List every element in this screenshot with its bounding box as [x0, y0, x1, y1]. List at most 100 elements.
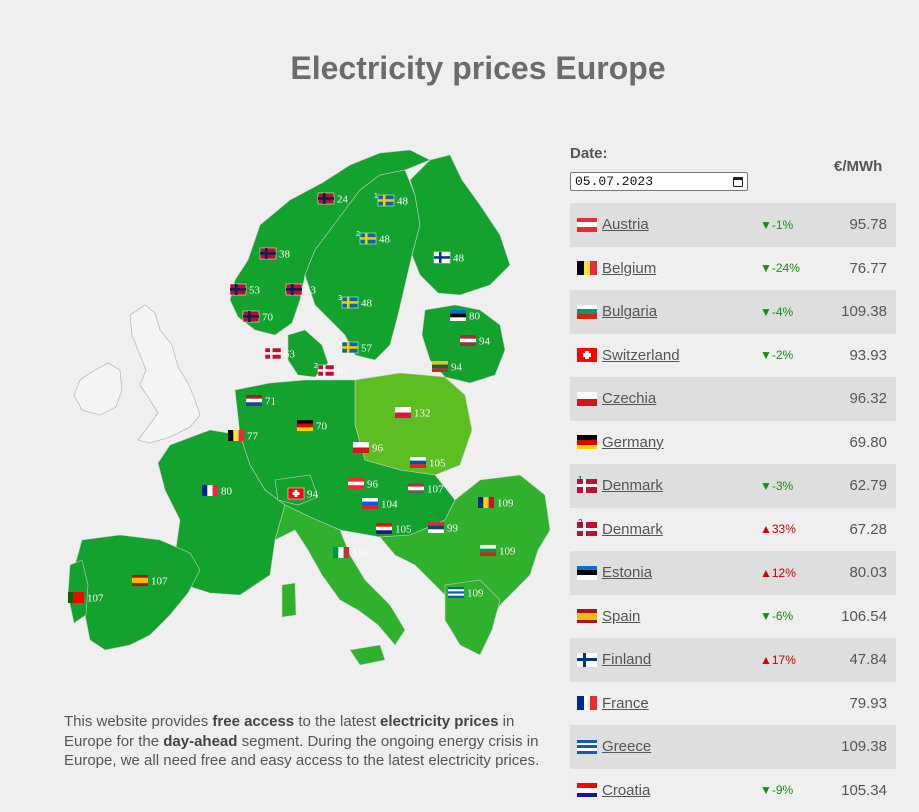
spain-flag-icon: [132, 583, 148, 586]
calendar-icon[interactable]: [733, 177, 743, 187]
zone-superscript: 1: [578, 475, 582, 484]
price-change: ▼-6%: [760, 609, 793, 623]
spain-flag-icon: [132, 578, 148, 581]
austria-flag-icon: [348, 482, 364, 486]
price-change: ▲17%: [760, 653, 796, 667]
price-change: ▲33%: [760, 522, 796, 536]
serbia-flag-icon: [428, 522, 444, 526]
poland-flag-icon: [395, 413, 411, 419]
spain-flag-icon: [132, 575, 148, 578]
hungary-flag-icon: [408, 483, 424, 487]
map-label-switzerland[interactable]: 94: [288, 488, 319, 501]
map-price-label: 99: [447, 523, 459, 535]
country-link[interactable]: Czechia: [602, 390, 656, 407]
serbia-flag-icon: [428, 526, 444, 530]
map-price-label: 63: [284, 349, 296, 361]
country-link[interactable]: Austria: [602, 216, 649, 233]
unit-label: €/MWh: [834, 158, 882, 175]
map-price-label: 94: [451, 362, 463, 374]
sardinia-region[interactable]: [282, 583, 296, 617]
finland-region[interactable]: [410, 155, 510, 295]
france-flag-icon: [577, 696, 597, 710]
map-label-netherlands[interactable]: 71: [246, 395, 276, 408]
map-price-label: 48: [453, 253, 465, 265]
portugal-flag-icon: [79, 592, 84, 603]
price-row: Belgium▼-24%76.77: [570, 247, 896, 291]
map-label-norway[interactable]: 53: [230, 284, 261, 297]
greece-flag-icon: [448, 589, 464, 591]
page-title: Electricity prices Europe: [0, 50, 919, 87]
date-input[interactable]: 05.07.2023: [570, 172, 748, 191]
netherlands-flag-icon: [246, 395, 262, 399]
map-label-austria[interactable]: 96: [348, 478, 379, 491]
map-price-label: 48: [379, 234, 391, 246]
latvia-flag-icon: [460, 339, 476, 343]
austria-flag-icon: [348, 478, 364, 482]
germany-flag-icon: [297, 420, 313, 424]
uk-outline: [130, 305, 200, 443]
map-label-czechia[interactable]: 96: [353, 442, 384, 455]
price-change: ▼-24%: [760, 261, 800, 275]
map-label-latvia[interactable]: 94: [460, 335, 491, 348]
map-label-norway[interactable]: 24: [318, 193, 349, 206]
map-label-belgium[interactable]: 77: [228, 430, 259, 443]
map-label-estonia[interactable]: 80: [450, 310, 481, 323]
price-value: 67.28: [849, 521, 887, 538]
romania-flag-icon: [483, 497, 488, 508]
map-label-norway[interactable]: 38: [260, 248, 291, 261]
map-price-label: 57: [361, 343, 373, 355]
map-label-finland[interactable]: 48: [434, 252, 465, 265]
price-row: Bulgaria▼-4%109.38: [570, 290, 896, 334]
price-row: Finland▲17%47.84: [570, 638, 896, 682]
map-label-norway[interactable]: 70: [243, 311, 274, 324]
sicily-region[interactable]: [350, 645, 385, 665]
romania-flag-icon: [478, 497, 483, 508]
zone-superscript: 3: [338, 295, 342, 302]
country-link[interactable]: Switzerland: [602, 347, 680, 364]
hungary-flag-icon: [408, 490, 424, 494]
country-link[interactable]: Denmark: [602, 521, 663, 538]
country-link[interactable]: France: [602, 695, 649, 712]
country-link[interactable]: Greece: [602, 738, 651, 755]
flag-stripe: [230, 288, 246, 291]
country-link[interactable]: Denmark: [602, 477, 663, 494]
price-value: 80.03: [849, 564, 887, 581]
country-link[interactable]: Bulgaria: [602, 303, 657, 320]
map-label-norway[interactable]: 53: [286, 284, 317, 297]
croatia-flag-icon: [376, 530, 392, 534]
map-label-france[interactable]: 80: [202, 485, 233, 498]
map-label-lithuania[interactable]: 94: [432, 361, 463, 374]
country-link[interactable]: Finland: [602, 651, 651, 668]
map-price-label: 48: [397, 196, 409, 208]
map-price-label: 80: [469, 311, 481, 323]
price-value: 105.34: [841, 782, 887, 799]
flag-stripe: [318, 369, 334, 372]
country-link[interactable]: Belgium: [602, 260, 656, 277]
latvia-flag-icon: [460, 335, 476, 339]
map-price-label: 38: [279, 249, 291, 261]
map-price-label: 107: [87, 593, 104, 605]
country-link[interactable]: Estonia: [602, 564, 652, 581]
map-price-label: 24: [337, 194, 349, 206]
country-link[interactable]: Croatia: [602, 782, 650, 799]
country-link[interactable]: Germany: [602, 434, 664, 451]
country-link[interactable]: Spain: [602, 608, 640, 625]
ireland-outline: [74, 363, 122, 415]
italy-flag-icon: [344, 547, 349, 558]
estonia-flag-icon: [450, 310, 466, 314]
map-label-germany[interactable]: 70: [297, 420, 328, 433]
germany-flag-icon: [297, 427, 313, 431]
map-label-serbia[interactable]: 99: [428, 522, 459, 535]
date-label: Date:: [570, 145, 608, 162]
